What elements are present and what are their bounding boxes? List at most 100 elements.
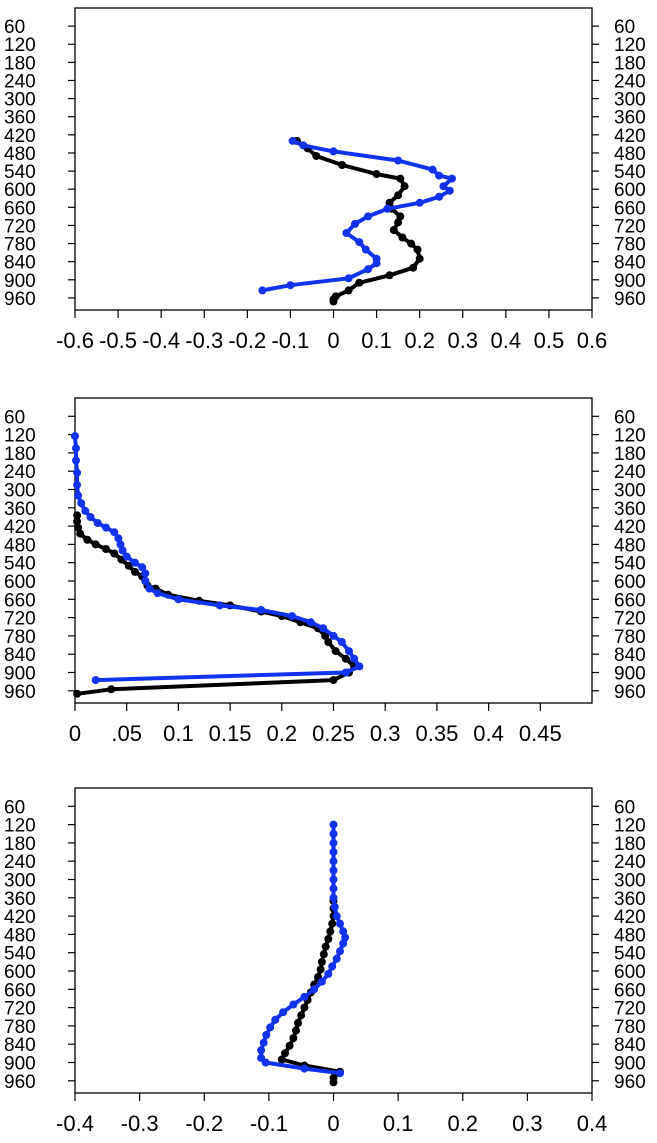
y-tick-label-left: 240 bbox=[4, 462, 36, 483]
data-point bbox=[398, 233, 407, 242]
data-point bbox=[102, 523, 110, 532]
y-tick-label-right: 900 bbox=[614, 271, 646, 292]
data-point bbox=[329, 848, 338, 856]
y-tick-label-right: 360 bbox=[614, 499, 646, 520]
y-tick-label-left: 600 bbox=[4, 180, 36, 201]
data-point bbox=[329, 875, 338, 884]
x-tick-label: 0.6 bbox=[577, 328, 608, 353]
x-tick-label: 0 bbox=[327, 1111, 339, 1136]
y-tick-label-right: 540 bbox=[614, 554, 646, 575]
x-tick-label: 0.5 bbox=[534, 328, 565, 353]
data-point bbox=[389, 226, 398, 234]
y-tick-label-left: 480 bbox=[4, 925, 36, 946]
y-tick-label-right: 420 bbox=[614, 126, 646, 147]
x-tick-label: 0.15 bbox=[209, 721, 252, 746]
data-point bbox=[396, 212, 405, 221]
y-tick-label-right: 240 bbox=[614, 462, 646, 483]
data-point bbox=[77, 499, 86, 508]
data-point bbox=[317, 957, 326, 966]
data-point bbox=[316, 965, 325, 974]
data-point bbox=[257, 1046, 266, 1055]
data-point bbox=[435, 171, 444, 180]
data-point bbox=[336, 1069, 344, 1078]
y-tick-label-left: 360 bbox=[4, 889, 36, 910]
y-tick-label-left: 780 bbox=[4, 627, 36, 648]
y-tick-label-left: 420 bbox=[4, 907, 36, 928]
y-tick-label-left: 960 bbox=[4, 289, 36, 310]
x-tick-label: 0.1 bbox=[163, 721, 194, 746]
data-point bbox=[107, 685, 116, 694]
y-tick-label-right: 420 bbox=[614, 907, 646, 928]
data-point bbox=[413, 245, 422, 254]
y-tick-label-left: 60 bbox=[4, 797, 25, 818]
data-point bbox=[319, 624, 328, 633]
data-point bbox=[324, 638, 333, 646]
y-tick-label-right: 240 bbox=[614, 71, 646, 92]
data-point bbox=[131, 558, 139, 567]
data-point bbox=[174, 595, 183, 604]
x-tick-label: -0.3 bbox=[121, 1111, 159, 1136]
x-tick-label: 0 bbox=[69, 721, 81, 746]
y-tick-label-left: 900 bbox=[4, 271, 36, 292]
data-point bbox=[350, 654, 359, 663]
data-point bbox=[324, 935, 333, 943]
y-tick-label-left: 300 bbox=[4, 481, 36, 502]
data-point bbox=[345, 647, 353, 656]
y-tick-label-left: 900 bbox=[4, 1054, 36, 1075]
x-tick-label: -0.6 bbox=[56, 328, 94, 353]
y-tick-label-left: 900 bbox=[4, 664, 36, 685]
y-tick-label-left: 960 bbox=[4, 1072, 36, 1093]
y-tick-label-left: 540 bbox=[4, 554, 36, 575]
y-tick-label-left: 60 bbox=[4, 17, 25, 38]
data-point bbox=[91, 676, 100, 685]
y-tick-label-left: 600 bbox=[4, 572, 36, 593]
data-point bbox=[124, 561, 133, 570]
data-point bbox=[428, 165, 437, 174]
x-tick-label: -0.4 bbox=[56, 1111, 94, 1136]
data-point bbox=[114, 534, 123, 543]
data-point bbox=[138, 563, 147, 572]
data-point bbox=[300, 1064, 309, 1073]
plot-frame bbox=[74, 397, 593, 704]
y-tick-label-right: 600 bbox=[614, 180, 646, 201]
y-tick-label-right: 720 bbox=[614, 999, 646, 1020]
y-tick-label-right: 780 bbox=[614, 1017, 646, 1038]
data-point bbox=[394, 156, 403, 165]
y-tick-label-left: 540 bbox=[4, 162, 36, 183]
x-tick-label: -0.1 bbox=[271, 328, 309, 353]
data-point bbox=[400, 182, 409, 191]
x-tick-label: -0.1 bbox=[250, 1111, 288, 1136]
data-point bbox=[328, 919, 337, 928]
y-tick-label-left: 480 bbox=[4, 144, 36, 165]
y-tick-label-left: 120 bbox=[4, 426, 36, 447]
data-point bbox=[306, 618, 315, 627]
data-point bbox=[281, 1049, 289, 1058]
y-tick-label-left: 180 bbox=[4, 53, 36, 74]
data-point bbox=[336, 919, 344, 928]
y-tick-label-right: 660 bbox=[614, 590, 646, 611]
data-point bbox=[344, 286, 353, 295]
data-point bbox=[76, 529, 85, 538]
data-point bbox=[435, 192, 444, 201]
data-point bbox=[118, 546, 127, 555]
y-tick-label-left: 420 bbox=[4, 517, 36, 538]
data-point bbox=[329, 676, 338, 685]
data-point bbox=[310, 985, 319, 994]
data-point bbox=[329, 297, 338, 306]
data-point bbox=[415, 198, 424, 207]
y-tick-label-right: 600 bbox=[614, 962, 646, 983]
y-tick-label-right: 840 bbox=[614, 253, 646, 274]
data-point bbox=[277, 1055, 286, 1064]
data-point bbox=[341, 668, 350, 677]
y-tick-label-left: 780 bbox=[4, 1017, 36, 1038]
x-tick-label: 0.2 bbox=[267, 721, 298, 746]
y-tick-label-right: 900 bbox=[614, 664, 646, 685]
y-tick-label-left: 60 bbox=[4, 407, 25, 428]
data-point bbox=[396, 174, 405, 183]
data-point bbox=[407, 239, 416, 248]
data-point bbox=[329, 1078, 338, 1087]
data-point bbox=[319, 950, 328, 959]
y-tick-label-left: 300 bbox=[4, 90, 36, 111]
